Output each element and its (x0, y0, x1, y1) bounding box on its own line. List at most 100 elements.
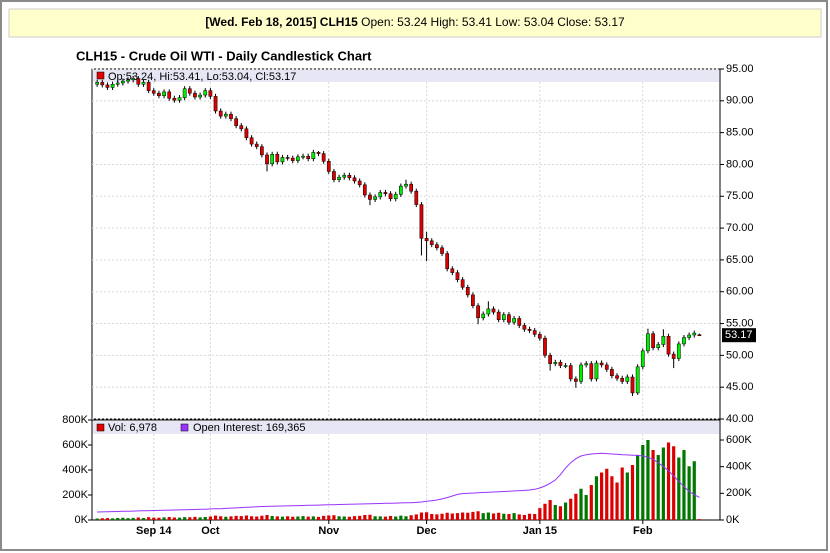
volume-bar (152, 517, 156, 520)
candle-body (543, 337, 547, 356)
y2-tick-label: 200K (726, 487, 752, 499)
candle-body (579, 364, 583, 382)
volume-bar (687, 466, 691, 520)
candle-body (563, 365, 568, 367)
header-box (8, 8, 822, 38)
candle-body (574, 378, 578, 382)
volume-bar (373, 516, 377, 520)
candle-body (635, 366, 640, 394)
volume-bar (383, 516, 388, 520)
volume-bar (543, 503, 547, 520)
v-tick-label: 800K (62, 414, 88, 426)
candle-body (254, 143, 259, 147)
candle-body (481, 313, 486, 319)
volume-bar (563, 502, 568, 520)
candle-body (455, 272, 460, 280)
candle-body (342, 175, 347, 178)
volume-bar (558, 506, 563, 520)
candle-body (393, 194, 398, 200)
candle-body (388, 193, 393, 200)
candle-body (399, 185, 403, 195)
volume-bar (327, 515, 331, 520)
volume-bar (131, 517, 135, 520)
volume-bar (677, 457, 681, 520)
candle-body (507, 314, 511, 323)
volume-bar (286, 516, 290, 520)
volume-bar (615, 482, 619, 520)
volume-bar (620, 467, 624, 520)
volume-bar (600, 472, 604, 520)
last-price-box (722, 328, 756, 343)
candle-body (244, 128, 249, 138)
candle-body (265, 154, 269, 165)
candle-body (177, 97, 182, 101)
volume-bar (167, 517, 171, 520)
candle-body (275, 154, 280, 163)
volume-bar (610, 476, 614, 520)
volume-panel (91, 419, 721, 521)
candle-body (223, 113, 228, 117)
volume-bar (579, 488, 583, 520)
volume-bar (368, 514, 372, 520)
candle-body (646, 333, 650, 352)
volume-bar (471, 511, 475, 520)
candle-body (666, 336, 671, 355)
x-tick-label: Oct (201, 525, 220, 537)
candle-body (141, 82, 146, 85)
candle-body (357, 180, 362, 186)
candle-body (435, 244, 439, 249)
candle-body (332, 171, 336, 180)
volume-bar (502, 513, 506, 520)
candle-body (146, 82, 151, 91)
candle-body (362, 184, 367, 196)
volume-bar (512, 513, 516, 520)
volume-bar (605, 468, 609, 520)
volume-bar (630, 465, 635, 520)
volume-bar (249, 516, 254, 520)
candle-body (414, 190, 419, 205)
volume-bar (110, 518, 115, 520)
volume-bar (409, 515, 413, 520)
y-tick-label: 55.00 (726, 317, 754, 329)
price-legend-bg (93, 70, 719, 82)
candle-body (157, 92, 161, 96)
candle-body (424, 238, 429, 242)
candle-body (285, 157, 290, 159)
candle-body (404, 183, 408, 187)
candle-body (527, 329, 532, 331)
candle-body (172, 98, 177, 101)
volume-bar (461, 512, 465, 520)
volume-bar (198, 517, 202, 520)
volume-bar (260, 515, 264, 520)
x-tick-label: Sep 14 (136, 525, 172, 537)
volume-bar (455, 513, 460, 520)
candle-body (100, 82, 105, 86)
candle-body (640, 350, 645, 368)
volume-bar (177, 517, 182, 520)
volume-bar (692, 461, 696, 520)
volume-bar (404, 516, 408, 520)
candle-body (368, 194, 372, 200)
candle-body (234, 118, 238, 126)
volume-bar (280, 516, 285, 520)
volume-bar (394, 516, 398, 520)
legend-swatch (180, 423, 189, 432)
candle-body (568, 365, 573, 380)
candle-body (208, 90, 213, 97)
candle-body (620, 378, 625, 382)
volume-bar (440, 513, 444, 520)
candle-body (553, 362, 558, 364)
candle-body (450, 268, 455, 273)
volume-bar (569, 498, 573, 520)
volume-bar (636, 455, 640, 520)
y-tick-label: 45.00 (726, 381, 754, 393)
volume-bar (316, 516, 321, 520)
y-tick-label: 50.00 (726, 349, 754, 361)
v-tick-label: 0K (75, 514, 89, 526)
volume-bar (430, 514, 434, 520)
volume-bar (116, 518, 120, 520)
candle-body (656, 344, 661, 348)
volume-legend: Vol: 6,978 (108, 422, 157, 434)
candle-body (594, 362, 599, 380)
